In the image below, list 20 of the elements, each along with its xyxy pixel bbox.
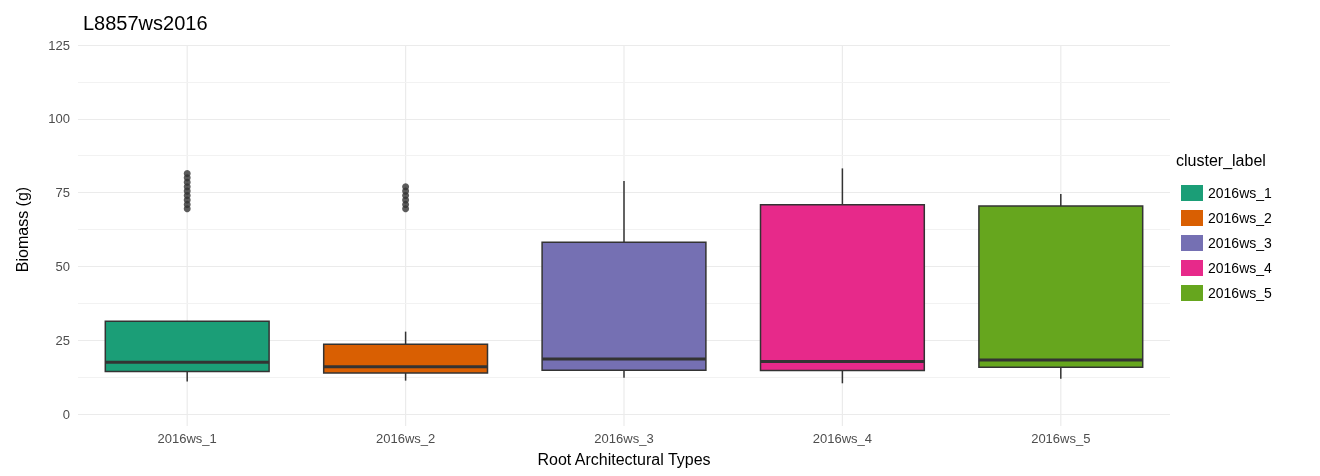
y-axis-title: Biomass (g) bbox=[13, 186, 31, 273]
y-tick-label: 75 bbox=[55, 185, 70, 201]
y-tick-label: 125 bbox=[48, 37, 70, 53]
x-tick-label: 2016ws_5 bbox=[1031, 431, 1091, 446]
x-tick-label: 2016ws_2 bbox=[375, 431, 436, 446]
x-tick-label: 2016ws_3 bbox=[594, 431, 654, 446]
legend-label: 2016ws_5 bbox=[1208, 285, 1273, 301]
y-tick-label: 50 bbox=[55, 258, 70, 274]
y-tick-label: 0 bbox=[62, 406, 70, 422]
legend-label: 2016ws_2 bbox=[1208, 210, 1273, 226]
legend-label: 2016ws_3 bbox=[1208, 235, 1273, 251]
x-tick-label: 2016ws_1 bbox=[157, 431, 217, 446]
y-tick-label: 25 bbox=[55, 332, 70, 348]
legend-label: 2016ws_1 bbox=[1208, 185, 1273, 201]
y-tick-label: 100 bbox=[48, 111, 70, 127]
x-axis-title: Root Architectural Types bbox=[537, 450, 711, 468]
chart-title: L8857ws2016 bbox=[83, 12, 208, 34]
legend-label: 2016ws_4 bbox=[1208, 260, 1273, 276]
x-tick-label: 2016ws_4 bbox=[812, 431, 873, 446]
legend-title: cluster_label bbox=[1176, 151, 1266, 170]
